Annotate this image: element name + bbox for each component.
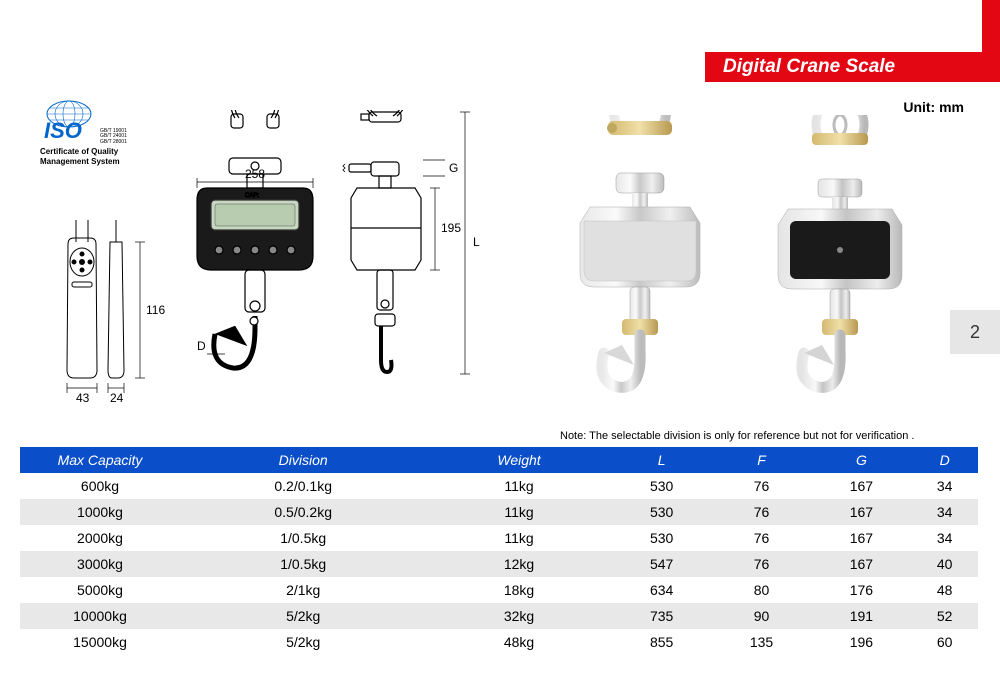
table-row: 10000kg5/2kg32kg7359019152	[20, 603, 978, 629]
scale-side-diagram: 195 L G	[335, 110, 505, 410]
table-cell: 34	[911, 473, 978, 499]
table-cell: 1/0.5kg	[180, 551, 426, 577]
table-cell: 76	[712, 525, 812, 551]
table-cell: 80	[712, 577, 812, 603]
table-cell: 11kg	[426, 525, 611, 551]
table-cell: 90	[712, 603, 812, 629]
table-note: Note: The selectable division is only fo…	[560, 430, 914, 442]
table-cell: 32kg	[426, 603, 611, 629]
remote-control-diagram: 43 24 116	[62, 220, 172, 410]
col-max-capacity: Max Capacity	[20, 447, 180, 473]
table-cell: 15000kg	[20, 629, 180, 655]
table-cell: 1000kg	[20, 499, 180, 525]
product-photo-back	[760, 115, 920, 405]
table-cell: 735	[612, 603, 712, 629]
svg-text:CAP:: CAP:	[245, 193, 259, 199]
col-f: F	[712, 447, 812, 473]
table-cell: 176	[811, 577, 911, 603]
diagram-area: 43 24 116 CAP:	[30, 110, 970, 410]
col-weight: Weight	[426, 447, 611, 473]
table-cell: 196	[811, 629, 911, 655]
table-cell: 34	[911, 525, 978, 551]
table-cell: 18kg	[426, 577, 611, 603]
scale-body-height-label: 195	[441, 221, 461, 235]
table-cell: 167	[811, 473, 911, 499]
table-cell: 11kg	[426, 499, 611, 525]
table-cell: 12kg	[426, 551, 611, 577]
table-cell: 48kg	[426, 629, 611, 655]
table-cell: 0.5/0.2kg	[180, 499, 426, 525]
table-cell: 530	[612, 525, 712, 551]
scale-g-label: G	[449, 161, 458, 175]
table-cell: 167	[811, 525, 911, 551]
remote-height-label: 116	[146, 303, 165, 317]
table-cell: 48	[911, 577, 978, 603]
table-cell: 2/1kg	[180, 577, 426, 603]
col-g: G	[811, 447, 911, 473]
col-l: L	[612, 447, 712, 473]
page-title-banner: Digital Crane Scale	[705, 52, 1000, 82]
table-cell: 2000kg	[20, 525, 180, 551]
table-cell: 5/2kg	[180, 629, 426, 655]
table-cell: 76	[712, 473, 812, 499]
table-cell: 600kg	[20, 473, 180, 499]
table-cell: 634	[612, 577, 712, 603]
table-cell: 1/0.5kg	[180, 525, 426, 551]
table-cell: 76	[712, 499, 812, 525]
table-cell: 5/2kg	[180, 603, 426, 629]
table-cell: 547	[612, 551, 712, 577]
table-row: 5000kg2/1kg18kg6348017648	[20, 577, 978, 603]
table-row: 15000kg5/2kg48kg85513519660	[20, 629, 978, 655]
table-cell: 11kg	[426, 473, 611, 499]
table-cell: 40	[911, 551, 978, 577]
table-cell: 191	[811, 603, 911, 629]
table-cell: 52	[911, 603, 978, 629]
remote-depth-label: 24	[110, 391, 124, 405]
table-cell: 60	[911, 629, 978, 655]
remote-width-label: 43	[76, 391, 90, 405]
table-cell: 530	[612, 473, 712, 499]
col-division: Division	[180, 447, 426, 473]
scale-front-diagram: CAP: 258 D	[175, 110, 335, 410]
table-cell: 167	[811, 551, 911, 577]
top-accent-bar	[982, 0, 1000, 52]
scale-total-height-label: L	[473, 235, 480, 249]
table-cell: 10000kg	[20, 603, 180, 629]
table-cell: 3000kg	[20, 551, 180, 577]
table-cell: 5000kg	[20, 577, 180, 603]
table-cell: 135	[712, 629, 812, 655]
table-cell: 530	[612, 499, 712, 525]
col-d: D	[911, 447, 978, 473]
table-row: 1000kg0.5/0.2kg11kg5307616734	[20, 499, 978, 525]
table-cell: 76	[712, 551, 812, 577]
table-row: 2000kg1/0.5kg11kg5307616734	[20, 525, 978, 551]
table-cell: 167	[811, 499, 911, 525]
table-row: 3000kg1/0.5kg12kg5477616740	[20, 551, 978, 577]
table-cell: 0.2/0.1kg	[180, 473, 426, 499]
table-row: 600kg0.2/0.1kg11kg5307616734	[20, 473, 978, 499]
specifications-table: Max Capacity Division Weight L F G D 600…	[20, 447, 978, 655]
page-number-tab: 2	[950, 310, 1000, 354]
scale-width-label: 258	[245, 167, 265, 181]
scale-d-label: D	[197, 339, 206, 353]
table-header-row: Max Capacity Division Weight L F G D	[20, 447, 978, 473]
table-cell: 855	[612, 629, 712, 655]
product-photo-front	[560, 115, 720, 405]
table-cell: 34	[911, 499, 978, 525]
